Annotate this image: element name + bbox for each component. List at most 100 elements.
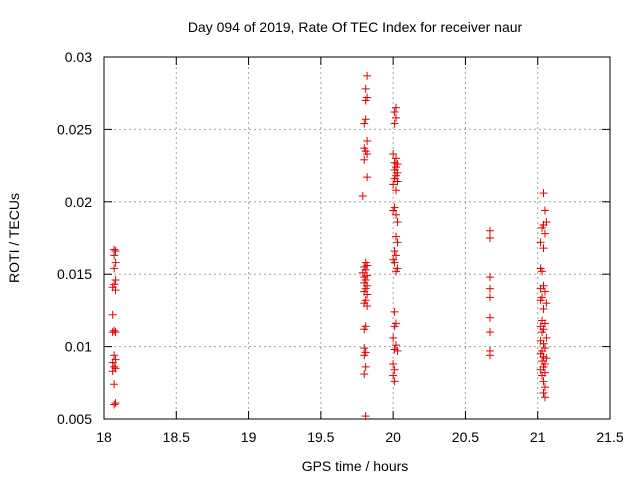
data-point: [110, 326, 119, 335]
data-point: [363, 71, 372, 80]
data-point: [389, 206, 398, 215]
y-tick-labels: 0.005 0.01 0.015 0.02 0.025 0.03: [57, 49, 92, 427]
data-point: [392, 103, 401, 112]
data-point: [361, 96, 370, 105]
x-tick-label: 19: [241, 429, 257, 445]
data-point: [538, 267, 547, 276]
x-tick-label: 21: [530, 429, 546, 445]
data-point: [108, 367, 117, 376]
data-point: [486, 328, 495, 337]
data-point: [392, 210, 401, 219]
data-point: [111, 275, 120, 284]
data-point: [392, 251, 401, 260]
data-point: [542, 299, 551, 308]
data-point: [389, 180, 398, 189]
data-point: [360, 351, 369, 360]
data-point: [361, 84, 370, 93]
data-point: [361, 115, 370, 124]
data-point: [363, 173, 372, 182]
data-point: [542, 333, 551, 342]
x-tick-label: 21.5: [596, 429, 623, 445]
data-point: [393, 218, 402, 227]
data-point: [361, 362, 370, 371]
data-point: [539, 339, 548, 348]
data-point: [111, 247, 120, 256]
data-point: [390, 377, 399, 386]
plot-area-frame: [103, 56, 611, 420]
chart-title: Day 094 of 2019, Rate Of TEC Index for r…: [188, 19, 523, 35]
data-point: [540, 393, 549, 402]
data-point: [538, 328, 547, 337]
data-point: [486, 226, 495, 235]
data-point: [486, 273, 495, 282]
data-point: [393, 346, 402, 355]
y-tick-label: 0.005: [57, 411, 92, 427]
data-point: [392, 186, 401, 195]
data-point: [390, 119, 399, 128]
data-point: [486, 284, 495, 293]
data-point: [110, 362, 119, 371]
x-tick-label: 20.5: [452, 429, 479, 445]
data-point: [390, 247, 399, 256]
data-point: [389, 359, 398, 368]
data-point: [363, 136, 372, 145]
data-point: [110, 400, 119, 409]
x-tick-label: 19.5: [307, 429, 334, 445]
data-point: [540, 206, 549, 215]
data-point: [393, 238, 402, 247]
data-point: [390, 307, 399, 316]
data-point: [108, 310, 117, 319]
data-point: [363, 290, 372, 299]
data-point: [540, 383, 549, 392]
data-point: [536, 296, 545, 305]
data-point: [538, 223, 547, 232]
data-point: [108, 328, 117, 337]
data-point: [389, 333, 398, 342]
data-point: [539, 388, 548, 397]
x-tick-label: 20: [385, 429, 401, 445]
data-point: [536, 365, 545, 374]
y-tick-label: 0.03: [65, 49, 92, 65]
data-point: [111, 258, 120, 267]
data-point: [358, 192, 367, 201]
data-points: [108, 71, 551, 421]
data-point: [389, 150, 398, 159]
data-point: [392, 154, 401, 163]
x-tick-label: 18.5: [163, 429, 190, 445]
data-point: [389, 371, 398, 380]
data-point: [361, 412, 370, 421]
data-point: [536, 238, 545, 247]
data-point: [390, 322, 399, 331]
data-point: [539, 189, 548, 198]
data-point: [111, 286, 120, 295]
x-tick-label: 18: [96, 429, 112, 445]
data-point: [360, 119, 369, 128]
data-point: [486, 293, 495, 302]
data-point: [110, 380, 119, 389]
data-point: [536, 284, 545, 293]
data-point: [393, 177, 402, 186]
data-point: [360, 325, 369, 334]
data-point: [538, 371, 547, 380]
data-point: [110, 351, 119, 360]
data-point: [363, 302, 372, 311]
data-point: [539, 244, 548, 253]
data-point: [390, 365, 399, 374]
data-point: [390, 258, 399, 267]
data-point: [540, 229, 549, 238]
data-point: [486, 313, 495, 322]
y-tick-label: 0.015: [57, 266, 92, 282]
data-point: [540, 287, 549, 296]
data-point: [111, 399, 120, 408]
x-axis-label: GPS time / hours: [302, 458, 409, 474]
data-point: [360, 370, 369, 379]
data-point: [486, 351, 495, 360]
data-point: [110, 264, 119, 273]
data-point: [539, 304, 548, 313]
data-point: [392, 113, 401, 122]
data-point: [540, 319, 549, 328]
y-axis-label: ROTI / TECUs: [6, 193, 22, 283]
data-point: [539, 377, 548, 386]
data-point: [542, 354, 551, 363]
